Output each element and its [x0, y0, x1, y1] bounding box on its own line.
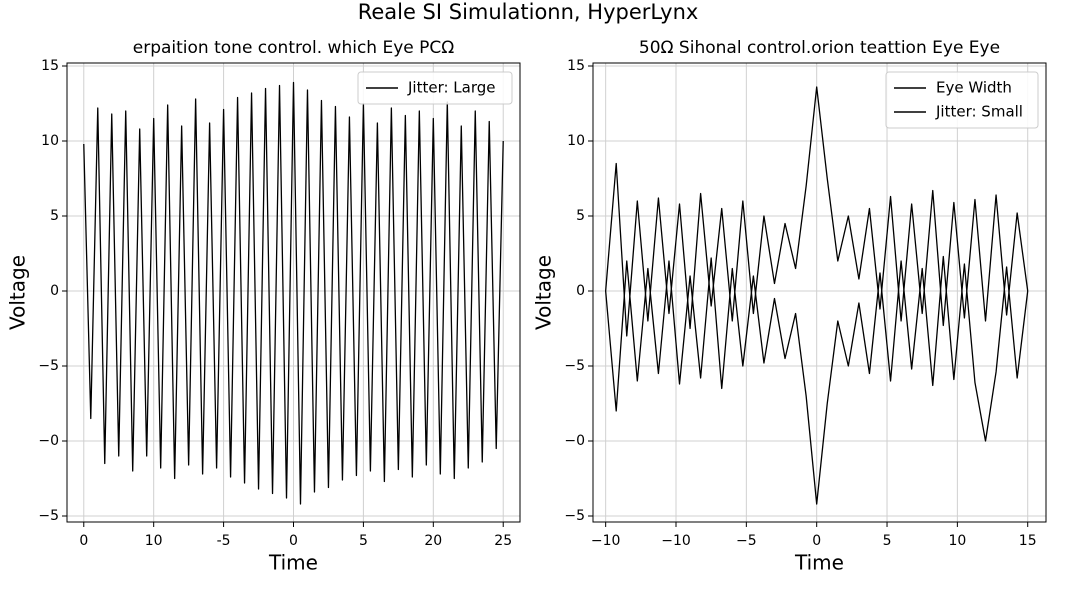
y-tick-label: −0 [38, 433, 59, 449]
legend-box [357, 71, 513, 105]
x-axis-label: Time [794, 551, 844, 575]
x-tick-label: 5 [359, 533, 368, 549]
figure-title: Reale SI Simulationn, HyperLynx [358, 0, 699, 24]
axes-title: 50Ω Sihonal control.orion teattion Eye E… [639, 38, 1000, 58]
x-tick-label: 5 [883, 533, 892, 549]
y-tick-label: −5 [38, 358, 59, 374]
y-tick-label: 0 [50, 283, 59, 299]
y-tick-label: −5 [564, 358, 585, 374]
x-tick-label: 10 [145, 533, 163, 549]
y-axis-label: Voltage [6, 255, 30, 330]
axes-title: erpaition tone control. which Eye PCΩ [133, 38, 455, 58]
y-tick-label: 15 [567, 58, 585, 74]
x-tick-label: 10 [948, 533, 966, 549]
legend-box [885, 71, 1039, 129]
y-tick-label: −0 [564, 433, 585, 449]
legend-label: Jitter: Large [407, 79, 496, 97]
y-tick-label: −5 [38, 508, 59, 524]
y-tick-label: −5 [564, 508, 585, 524]
line [83, 81, 504, 505]
axes-frame [66, 62, 521, 523]
x-tick-label: 0 [812, 533, 821, 549]
x-tick-label: −10 [591, 533, 621, 549]
axes-frame [592, 62, 1047, 523]
x-tick-label: −5 [736, 533, 757, 549]
y-tick-label: 10 [41, 133, 59, 149]
line [605, 255, 1029, 505]
y-axis-label: Voltage [532, 255, 556, 330]
y-tick-label: 0 [576, 283, 585, 299]
y-tick-label: 15 [41, 58, 59, 74]
x-axis-label: Time [268, 551, 318, 575]
legend-label: Jitter: Small [935, 103, 1023, 121]
legend-label: Eye Width [936, 79, 1012, 97]
y-tick-label: 10 [567, 133, 585, 149]
x-tick-label: -5 [217, 533, 231, 549]
x-tick-label: 20 [424, 533, 442, 549]
x-tick-label: 25 [494, 533, 512, 549]
x-tick-label: −10 [661, 533, 691, 549]
line [605, 86, 1029, 337]
x-tick-label: 15 [1019, 533, 1037, 549]
y-tick-label: 5 [50, 208, 59, 224]
x-tick-label: 0 [79, 533, 88, 549]
x-tick-label: 0 [289, 533, 298, 549]
y-tick-label: 5 [576, 208, 585, 224]
